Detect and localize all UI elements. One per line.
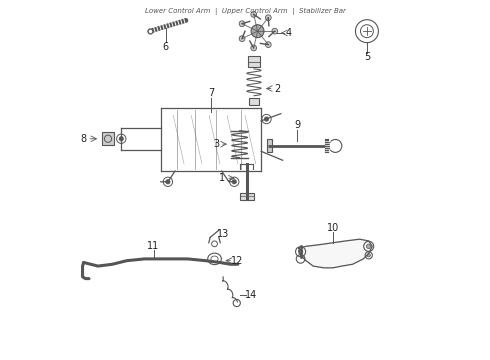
Circle shape (251, 45, 257, 51)
Circle shape (239, 21, 245, 27)
FancyBboxPatch shape (240, 193, 254, 201)
Text: Lower Control Arm  |  Upper Control Arm  |  Stabilizer Bar: Lower Control Arm | Upper Control Arm | … (145, 8, 345, 15)
Circle shape (251, 25, 264, 38)
Text: 9: 9 (294, 120, 300, 130)
FancyBboxPatch shape (101, 132, 115, 145)
Text: 13: 13 (218, 229, 230, 239)
Circle shape (367, 244, 371, 249)
Text: 2: 2 (274, 84, 280, 94)
Text: 3: 3 (213, 139, 220, 149)
Circle shape (266, 42, 271, 48)
FancyBboxPatch shape (247, 56, 260, 67)
Circle shape (272, 28, 278, 34)
Text: 14: 14 (245, 290, 257, 300)
Circle shape (367, 254, 370, 257)
Circle shape (251, 12, 257, 17)
Circle shape (298, 249, 303, 254)
Circle shape (265, 117, 269, 121)
Text: 10: 10 (327, 224, 339, 233)
Text: 11: 11 (147, 241, 160, 251)
Text: 6: 6 (162, 42, 169, 52)
FancyBboxPatch shape (248, 98, 259, 105)
FancyBboxPatch shape (267, 139, 271, 152)
Circle shape (239, 36, 245, 41)
Circle shape (166, 180, 170, 184)
Text: 1: 1 (220, 173, 225, 183)
Text: 12: 12 (231, 256, 243, 266)
Circle shape (266, 15, 271, 21)
Text: 8: 8 (80, 134, 87, 144)
Circle shape (232, 180, 236, 184)
Text: 5: 5 (364, 52, 370, 62)
Text: 7: 7 (208, 88, 214, 98)
Circle shape (119, 136, 123, 141)
Text: 4: 4 (286, 28, 292, 38)
Polygon shape (299, 239, 372, 268)
